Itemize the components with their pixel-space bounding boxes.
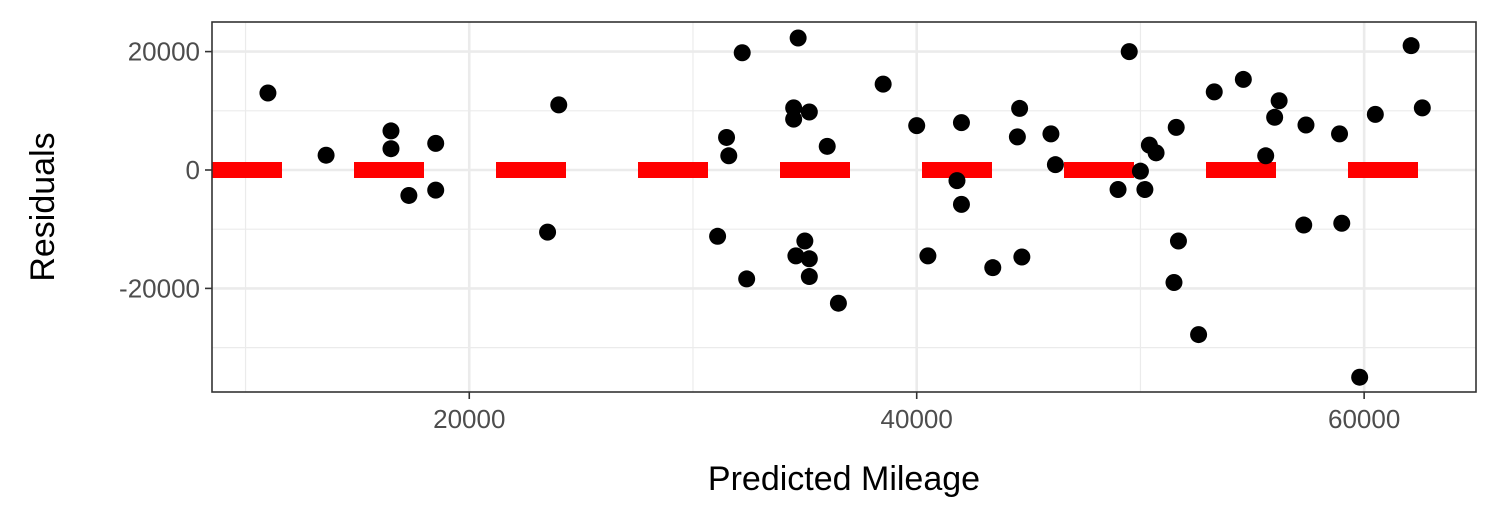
data-point	[1167, 118, 1185, 136]
data-point	[539, 223, 557, 241]
data-point	[427, 181, 445, 199]
data-point	[789, 29, 807, 47]
data-point	[948, 172, 966, 190]
data-point	[1013, 248, 1031, 266]
data-point	[1257, 147, 1275, 165]
data-point	[427, 134, 445, 152]
data-point	[1351, 368, 1369, 386]
x-tick-label: 60000	[1328, 404, 1400, 434]
data-point	[984, 259, 1002, 277]
data-point	[1402, 37, 1420, 55]
data-point	[1008, 128, 1026, 146]
data-point	[1136, 181, 1154, 199]
data-points	[259, 29, 1431, 386]
data-point	[317, 146, 335, 164]
data-point	[800, 268, 818, 286]
data-point	[1042, 125, 1060, 143]
data-point	[1366, 105, 1384, 123]
data-point	[952, 195, 970, 213]
data-point	[1046, 156, 1064, 174]
data-point	[1169, 232, 1187, 250]
plot-background	[212, 22, 1476, 392]
data-point	[829, 294, 847, 312]
x-tick-label: 20000	[433, 404, 505, 434]
data-point	[1333, 214, 1351, 232]
x-axis-title: Predicted Mileage	[708, 460, 980, 498]
data-point	[785, 110, 803, 128]
data-point	[259, 84, 277, 102]
y-tick-label: -20000	[119, 273, 200, 303]
data-point	[550, 96, 568, 114]
data-point	[1413, 99, 1431, 117]
y-axis-title: Residuals	[24, 132, 62, 281]
data-point	[400, 186, 418, 204]
x-tick-label: 40000	[881, 404, 953, 434]
data-point	[1295, 216, 1313, 234]
data-point	[1331, 125, 1349, 143]
data-point	[952, 114, 970, 132]
y-axis-ticks: -20000 0 20000	[119, 37, 212, 303]
data-point	[1205, 83, 1223, 101]
minor-gridlines	[212, 22, 1476, 392]
data-point	[733, 44, 751, 62]
y-tick-label: 0	[186, 155, 200, 185]
data-point	[796, 232, 814, 250]
data-point	[1109, 181, 1127, 199]
data-point	[908, 117, 926, 135]
data-point	[718, 128, 736, 146]
data-point	[720, 147, 738, 165]
data-point	[709, 227, 727, 245]
data-point	[1147, 144, 1165, 162]
data-point	[738, 270, 756, 288]
plot-border	[211, 21, 1477, 393]
data-point	[1270, 92, 1288, 110]
data-point	[1131, 162, 1149, 180]
data-point	[818, 137, 836, 155]
data-point	[800, 250, 818, 268]
data-point	[1266, 108, 1284, 126]
data-point	[787, 247, 805, 265]
data-point	[919, 247, 937, 265]
data-point	[1234, 70, 1252, 88]
data-point	[1120, 43, 1138, 61]
x-axis-ticks: 20000 40000 60000	[433, 392, 1400, 434]
y-tick-label: 20000	[128, 37, 200, 67]
data-point	[1165, 273, 1183, 291]
data-point	[382, 122, 400, 140]
data-point	[800, 103, 818, 121]
data-point	[1190, 326, 1208, 344]
data-point	[382, 140, 400, 158]
data-point	[874, 75, 892, 93]
data-point	[1297, 116, 1315, 134]
data-point	[1011, 99, 1029, 117]
